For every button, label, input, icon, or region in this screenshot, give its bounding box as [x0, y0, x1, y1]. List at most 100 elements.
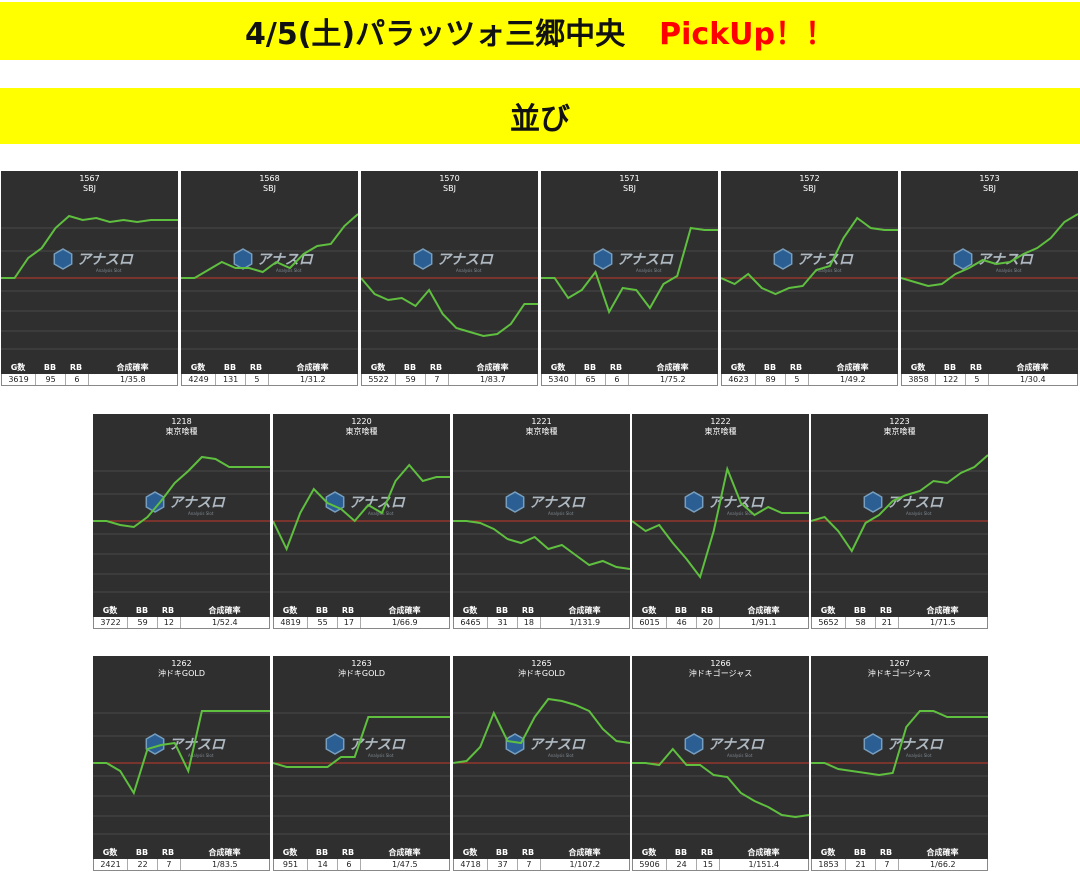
stats-header-row: G数 BB RB 合成確率 [632, 847, 809, 859]
machine-panel[interactable]: アナスロ Analysis Slot 1221 東京喰種 G数 BB RB 合成確率 6465 3… [453, 414, 630, 629]
slump-chart: アナスロ Analysis Slot 1568 SBJ [181, 171, 358, 362]
stats-value-cell: 1/49.2 [839, 375, 866, 384]
stats-header-cell: BB [763, 363, 777, 372]
machine-number: 1263 [351, 659, 372, 668]
machine-panel[interactable]: アナスロ Analysis Slot 1573 SBJ G数 BB RB 合成確率 3858 12… [901, 171, 1078, 386]
trend-line [811, 454, 988, 553]
machine-model: 東京喰種 [165, 427, 198, 436]
logo-subtext: Analysis Slot [276, 268, 302, 273]
machine-panel[interactable]: アナスロ Analysis Slot 1265 沖ドキGOLD G数 BB RB 合成確率 47… [453, 656, 630, 871]
stats-header-cell: 合成確率 [476, 363, 509, 372]
stats-table: G数 BB RB 合成確率 5652 58 21 1/71.5 [811, 605, 988, 629]
trend-line [273, 463, 450, 552]
machine-panel[interactable]: アナスロ Analysis Slot 1572 SBJ G数 BB RB 合成確率 4623 89… [721, 171, 898, 386]
machine-panel[interactable]: アナスロ Analysis Slot 1568 SBJ G数 BB RB 合成確率 4249 13… [181, 171, 358, 386]
machine-panel[interactable]: アナスロ Analysis Slot 1263 沖ドキGOLD G数 BB RB 合成確率 95… [273, 656, 450, 871]
stats-value-cell: 14 [308, 859, 339, 870]
stats-value-cell: 1/31.2 [299, 375, 326, 384]
stats-table: G数 BB RB 合成確率 6465 31 18 1/131.9 [453, 605, 630, 629]
stats-value-cell: 37 [488, 859, 519, 870]
stats-value-cell: 6 [606, 374, 629, 385]
stats-value-cell: 6015 [633, 617, 668, 628]
stats-header-cell: RB [521, 606, 535, 615]
stats-table: G数 BB RB 合成確率 4249 131 5 1/31.2 [181, 362, 358, 386]
stats-value-cell: 17 [338, 617, 361, 628]
slump-chart: アナスロ Analysis Slot 1567 SBJ [1, 171, 178, 362]
stats-value-cell: 21 [846, 859, 877, 870]
stats-header-cell: 合成確率 [656, 363, 689, 372]
stats-value-cell: 6 [338, 859, 361, 870]
stats-header-cell: RB [161, 848, 175, 857]
trend-line [273, 716, 450, 768]
machine-panel[interactable]: アナスロ Analysis Slot 1262 沖ドキGOLD G数 BB RB 合成確率 24… [93, 656, 270, 871]
stats-header-cell: BB [674, 848, 688, 857]
machine-model: SBJ [83, 184, 96, 193]
stats-header-cell: RB [429, 363, 443, 372]
machine-panel[interactable]: アナスロ Analysis Slot 1222 東京喰種 G数 BB RB 合成確率 6015 4… [632, 414, 809, 629]
logo-text: アナスロ [349, 495, 406, 511]
machine-panel[interactable]: アナスロ Analysis Slot 1220 東京喰種 G数 BB RB 合成確率 4819 5… [273, 414, 450, 629]
stats-value-cell: 55 [308, 617, 339, 628]
trend-line [541, 226, 718, 315]
slump-chart: アナスロ Analysis Slot 1572 SBJ [721, 171, 898, 362]
machine-model: SBJ [443, 184, 456, 193]
stats-value-cell: 1/131.9 [569, 618, 601, 627]
stats-header-cell: BB [853, 606, 867, 615]
stats-header-cell: RB [700, 848, 714, 857]
logo-subtext: Analysis Slot [368, 753, 394, 758]
stats-value-cell: 4623 [722, 374, 757, 385]
trend-line [93, 710, 270, 796]
title-banner: 4/5(土)パラッツォ三郷中央 PickUp！！ [0, 2, 1080, 60]
slump-chart: アナスロ Analysis Slot 1570 SBJ [361, 171, 538, 362]
stats-value-cell: 122 [936, 374, 967, 385]
machine-number: 1266 [710, 659, 731, 668]
stats-value-cell: 2421 [94, 859, 129, 870]
stats-header-cell: RB [609, 363, 623, 372]
stats-header-cell: BB [495, 606, 509, 615]
stats-header-cell: BB [943, 363, 957, 372]
machine-panel[interactable]: アナスロ Analysis Slot 1267 沖ドキゴージャス G数 BB RB 合成確率 1… [811, 656, 988, 871]
machine-panel[interactable]: アナスロ Analysis Slot 1266 沖ドキゴージャス G数 BB RB 合成確率 5… [632, 656, 809, 871]
stats-header-cell: 合成確率 [116, 363, 149, 372]
stats-table: G数 BB RB 合成確率 951 14 6 1/47.5 [273, 847, 450, 871]
machine-model: 沖ドキゴージャス [688, 669, 753, 678]
logo-text: アナスロ [887, 495, 944, 511]
machine-number: 1223 [889, 417, 910, 426]
machine-model: 沖ドキGOLD [337, 669, 386, 678]
stats-value-cell: 7 [876, 859, 899, 870]
machine-panel[interactable]: アナスロ Analysis Slot 1571 SBJ G数 BB RB 合成確率 5340 65… [541, 171, 718, 386]
stats-value-cell: 951 [274, 859, 309, 870]
stats-header-cell: G数 [370, 363, 386, 372]
machine-panel[interactable]: アナスロ Analysis Slot 1567 SBJ G数 BB RB 合成確率 3619 95… [1, 171, 178, 386]
trend-line [453, 520, 630, 570]
stats-header-cell: 合成確率 [747, 606, 780, 615]
pickup-label: PickUp！！ [659, 17, 835, 52]
machine-panel[interactable]: アナスロ Analysis Slot 1570 SBJ G数 BB RB 合成確率 5522 59… [361, 171, 538, 386]
machine-model: SBJ [983, 184, 996, 193]
stats-header-cell: 合成確率 [568, 606, 601, 615]
slump-chart: アナスロ Analysis Slot 1220 東京喰種 [273, 414, 450, 605]
slump-chart: アナスロ Analysis Slot 1262 沖ドキGOLD [93, 656, 270, 847]
machine-panel[interactable]: アナスロ Analysis Slot 1223 東京喰種 G数 BB RB 合成確率 5652 5… [811, 414, 988, 629]
stats-header-row: G数 BB RB 合成確率 [93, 847, 270, 859]
machine-model: SBJ [263, 184, 276, 193]
slump-chart: アナスロ Analysis Slot 1267 沖ドキゴージャス [811, 656, 988, 847]
machine-model: 東京喰種 [525, 427, 558, 436]
slump-chart: アナスロ Analysis Slot 1266 沖ドキゴージャス [632, 656, 809, 847]
stats-value-cell: 5340 [542, 374, 577, 385]
machine-panel[interactable]: アナスロ Analysis Slot 1218 東京喰種 G数 BB RB 合成確率 3722 5… [93, 414, 270, 629]
trend-line [901, 213, 1078, 288]
stats-header-cell: BB [315, 848, 329, 857]
logo-text: アナスロ [797, 252, 854, 268]
stats-header-cell: 合成確率 [926, 848, 959, 857]
stats-table: G数 BB RB 合成確率 5340 65 6 1/75.2 [541, 362, 718, 386]
